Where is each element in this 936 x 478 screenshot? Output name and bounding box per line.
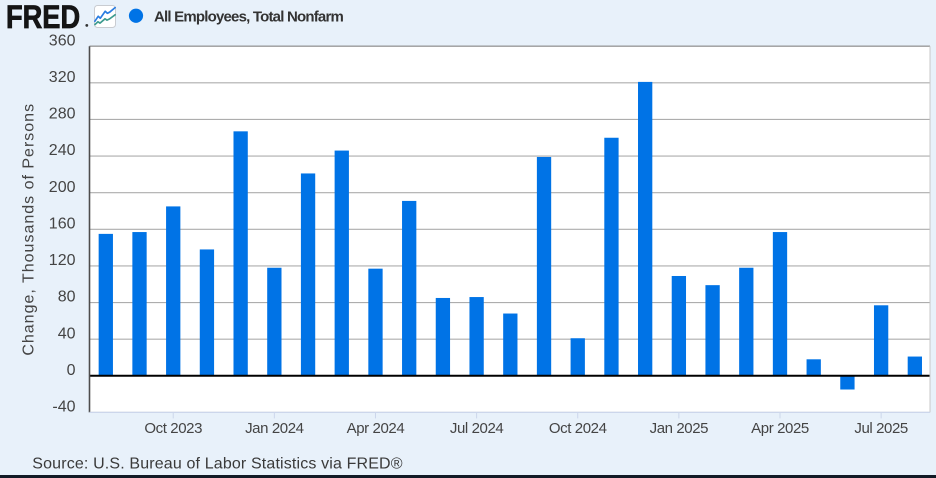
svg-text:Jul 2024: Jul 2024: [450, 420, 504, 437]
svg-text:Change, Thousands of Persons: Change, Thousands of Persons: [21, 103, 38, 356]
svg-text:Oct 2023: Oct 2023: [144, 420, 202, 437]
svg-text:40: 40: [58, 325, 76, 342]
svg-text:Apr 2024: Apr 2024: [347, 420, 405, 437]
svg-text:320: 320: [49, 69, 76, 86]
svg-text:Jan 2025: Jan 2025: [650, 420, 709, 437]
svg-text:200: 200: [49, 179, 76, 196]
svg-text:0: 0: [67, 362, 76, 379]
svg-text:280: 280: [49, 106, 76, 123]
svg-text:160: 160: [49, 215, 76, 232]
svg-text:-40: -40: [52, 399, 75, 416]
svg-text:360: 360: [49, 32, 76, 49]
svg-text:80: 80: [58, 289, 76, 306]
svg-text:120: 120: [49, 252, 76, 269]
svg-text:All Employees, Total Nonfarm: All Employees, Total Nonfarm: [154, 9, 343, 26]
svg-text:240: 240: [49, 142, 76, 159]
svg-text:Jan 2024: Jan 2024: [245, 420, 304, 437]
svg-text:Jul 2025: Jul 2025: [854, 420, 908, 437]
svg-text:Source: U.S. Bureau of Labor S: Source: U.S. Bureau of Labor Statistics …: [32, 456, 402, 473]
svg-text:Oct 2024: Oct 2024: [549, 420, 607, 437]
svg-text:Apr 2025: Apr 2025: [751, 420, 809, 437]
